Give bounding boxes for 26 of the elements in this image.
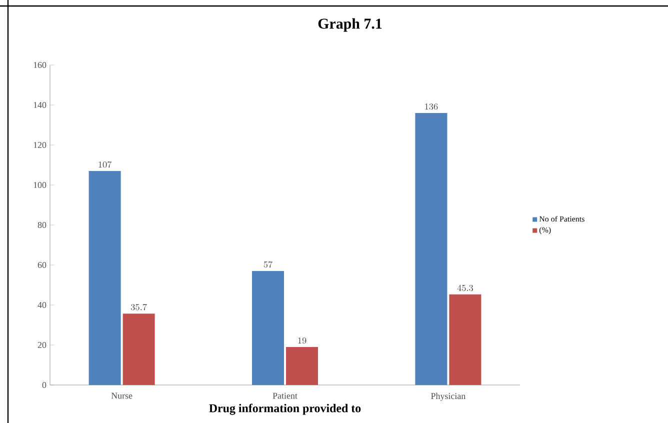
bar (88, 171, 121, 385)
y-tick-label: 160 (34, 62, 46, 68)
y-tick-label: 100 (34, 182, 46, 188)
data-label: 136 (425, 104, 438, 110)
x-axis-title: Drug information provided to (209, 404, 361, 415)
bar (415, 112, 448, 385)
data-label: 19 (298, 338, 306, 344)
data-label: 35.7 (131, 304, 147, 310)
bar (122, 314, 155, 385)
data-label: 107 (98, 161, 112, 168)
y-tick-label: 60 (38, 262, 46, 268)
data-label: 45.3 (457, 284, 473, 292)
x-tick-label: Nurse (111, 392, 132, 399)
y-tick-label: 40 (38, 302, 46, 308)
data-label: 57 (264, 261, 272, 268)
x-tick-label: Physician (431, 392, 466, 401)
y-tick-label: 20 (38, 342, 46, 348)
y-tick-label: 140 (34, 102, 46, 108)
y-tick-label: 80 (38, 222, 46, 228)
chart-title: Graph 7.1 (318, 18, 382, 32)
bar (286, 347, 318, 385)
bar (252, 271, 284, 385)
y-tick-label: 120 (34, 142, 46, 148)
x-tick-label: Patient (272, 392, 298, 399)
y-tick-label: 0 (42, 382, 46, 388)
bar (449, 294, 482, 385)
